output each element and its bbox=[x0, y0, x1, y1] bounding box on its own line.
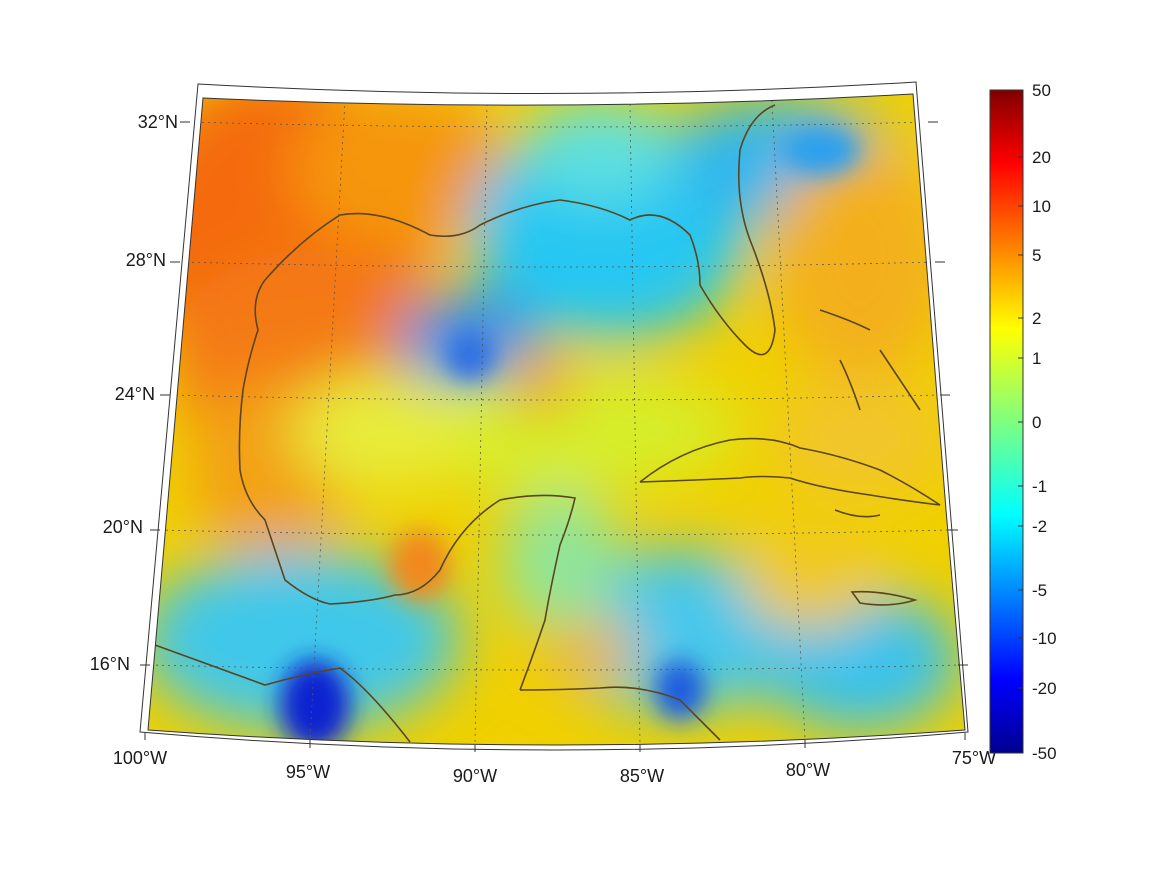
lon-label-90: 90°W bbox=[453, 766, 497, 786]
colorbar-tick-label: 50 bbox=[1032, 81, 1051, 100]
lat-label-24: 24°N bbox=[115, 384, 155, 404]
colorbar-tick-label: 2 bbox=[1032, 309, 1041, 328]
us-gulf-coast bbox=[339, 104, 776, 356]
central-america-coastline bbox=[154, 644, 411, 743]
jamaica-coastline bbox=[850, 590, 918, 606]
lat-label-32: 32°N bbox=[138, 112, 178, 132]
map-field bbox=[148, 94, 965, 745]
gulf-coastline bbox=[238, 214, 576, 691]
colorbar-tick-label: 10 bbox=[1032, 197, 1051, 216]
graticule-lon-85 bbox=[629, 103, 641, 745]
lon-labels: 100°W 95°W 90°W 85°W 80°W 75°W bbox=[113, 748, 996, 786]
coastlines bbox=[154, 104, 941, 743]
colorbar-tick-label: -10 bbox=[1032, 629, 1057, 648]
colorbar-tick-label: -2 bbox=[1032, 517, 1047, 536]
lon-label-80: 80°W bbox=[786, 760, 830, 780]
colorbar-tick-label: -20 bbox=[1032, 679, 1057, 698]
graticule bbox=[149, 99, 959, 745]
graticule-lon-80 bbox=[771, 99, 806, 741]
lat-labels: 32°N 28°N 24°N 20°N 16°N bbox=[90, 112, 178, 674]
bahamas-coastline bbox=[819, 309, 921, 411]
graticule-lon-90 bbox=[474, 103, 488, 745]
colorbar-tick-label: -5 bbox=[1032, 581, 1047, 600]
cuba-coastline bbox=[639, 437, 941, 506]
map-frame bbox=[139, 81, 969, 752]
colorbar-tick-label: -50 bbox=[1032, 744, 1057, 763]
lon-label-75: 75°W bbox=[952, 748, 996, 768]
colorbar-tick-label: 5 bbox=[1032, 246, 1041, 265]
colorbar-tick-label: -1 bbox=[1032, 477, 1047, 496]
colorbar-tick-label: 1 bbox=[1032, 349, 1041, 368]
hispaniola-coastline bbox=[834, 509, 881, 518]
lat-label-28: 28°N bbox=[126, 250, 166, 270]
graticule-lon-95 bbox=[309, 99, 346, 741]
lon-label-100: 100°W bbox=[113, 748, 167, 768]
lon-label-95: 95°W bbox=[286, 762, 330, 782]
colorbar-tick-label: 20 bbox=[1032, 148, 1051, 167]
lon-label-85: 85°W bbox=[620, 766, 664, 786]
colorbar-tick-label: 0 bbox=[1032, 413, 1041, 432]
lat-label-20: 20°N bbox=[103, 517, 143, 537]
honduras-coastline bbox=[519, 686, 721, 741]
lat-label-16: 16°N bbox=[90, 654, 130, 674]
graticule-lat-20 bbox=[159, 529, 949, 536]
graticule-lat-24 bbox=[169, 394, 941, 401]
